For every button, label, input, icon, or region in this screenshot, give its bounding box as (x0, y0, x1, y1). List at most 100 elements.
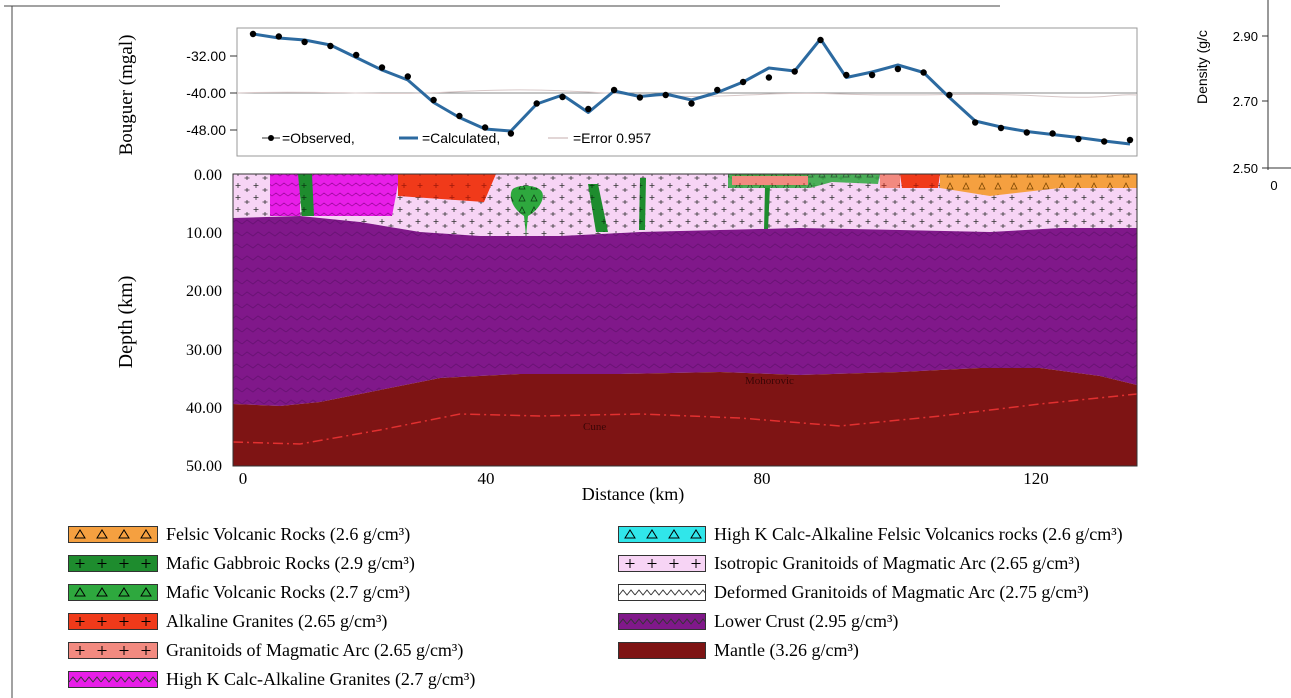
mafic-gabbro-body (639, 178, 646, 230)
legend-label: Mafic Gabbroic Rocks (2.9 g/cm³) (166, 553, 415, 573)
legend-label: Lower Crust (2.95 g/cm³) (714, 611, 899, 631)
legend-swatch (618, 584, 706, 601)
observed-point (972, 119, 979, 126)
observed-point (714, 86, 721, 94)
observed-legend-marker (268, 135, 274, 141)
lower-crust-body (233, 216, 1137, 406)
density-inset: 2.90 2.70 2.50 0 Density (g/c (1194, 0, 1291, 193)
observed-point (430, 96, 437, 104)
observed-point (843, 71, 850, 79)
legend-label: Granitoids of Magmatic Arc (2.65 g/cm³) (166, 640, 464, 660)
moho-dashed-line (232, 393, 1138, 445)
distance-xtick: 80 (754, 469, 771, 488)
legend-label: High K Calc-Alkaline Felsic Volcanics ro… (714, 524, 1123, 544)
observed-point (327, 42, 334, 50)
observed-point (997, 124, 1005, 132)
observed-point (249, 30, 257, 38)
observed-point (481, 124, 489, 131)
gravity-legend: =Observed, =Calculated, =Error 0.957 (262, 130, 651, 146)
gravity-plot-frame (236, 27, 1138, 157)
observed-point (817, 36, 824, 44)
observed-point (1075, 135, 1082, 143)
legend-label: Alkaline Granites (2.65 g/cm³) (166, 611, 388, 631)
gravity-ytick: -40.00 (186, 85, 226, 101)
distance-xtick: 40 (478, 469, 495, 488)
distance-xlabel: Distance (km) (582, 484, 684, 505)
legend-swatch (618, 555, 706, 572)
depth-ytick: 10.00 (186, 225, 222, 242)
legend-swatch (68, 671, 158, 688)
alkaline-granite-body (900, 174, 940, 188)
observed-point (533, 100, 540, 107)
legend-swatch (68, 613, 158, 630)
legend-label: Mantle (3.26 g/cm³) (714, 640, 859, 660)
observed-point (1023, 129, 1030, 136)
legend-error: =Error 0.957 (573, 130, 651, 146)
gravity-yaxis: -32.00 -40.00 -48.00 Bouguer (mgal) (116, 35, 237, 155)
gravity-ytick: -32.00 (186, 48, 226, 64)
observed-point (559, 93, 566, 101)
legend-label: Mafic Volcanic Rocks (2.7 g/cm³) (166, 582, 411, 602)
calculated-line (252, 32, 1131, 146)
observed-point (585, 105, 592, 113)
observed-point (275, 33, 282, 40)
observed-point (739, 78, 747, 86)
legend-swatch (618, 642, 706, 659)
section-yaxis: 0.00 10.00 20.00 30.00 40.00 50.00 Depth… (115, 167, 222, 475)
legend-swatch (618, 526, 706, 543)
distance-xtick: 0 (239, 469, 248, 488)
observed-point (868, 71, 876, 79)
observed-point (920, 69, 927, 76)
mafic-gabbro-body (298, 174, 314, 216)
observed-point (1049, 130, 1056, 137)
legend-swatch (68, 555, 158, 572)
legend-label: High K Calc-Alkaline Granites (2.7 g/cm³… (166, 669, 476, 689)
density-ytick: 2.90 (1233, 29, 1258, 44)
observed-point (404, 73, 411, 80)
high-k-granite-body (312, 174, 400, 216)
legend-swatch (68, 642, 158, 659)
depth-ytick: 40.00 (186, 400, 222, 417)
gravity-panel: -32.00 -40.00 -48.00 Bouguer (mgal) =Obs… (116, 27, 1138, 157)
observed-point (636, 94, 644, 101)
observed-point (507, 130, 515, 137)
density-ylabel: Density (g/c (1194, 30, 1210, 104)
section-panel: Mohorovic Cune 0.00 10.00 20.00 30.00 40… (115, 167, 1138, 505)
observed-point (688, 100, 695, 107)
mafic-volcanic-body (510, 185, 543, 236)
density-ytick: 2.50 (1233, 161, 1258, 176)
mantle-body (233, 368, 1137, 466)
observed-point (1101, 138, 1108, 145)
section-frame (232, 173, 1138, 467)
density-xtick: 0 (1270, 178, 1277, 193)
granitoid-arc-body (880, 174, 900, 188)
observed-point (610, 86, 618, 94)
distance-xtick: 120 (1023, 469, 1049, 488)
observed-point (791, 68, 798, 75)
legend-swatch (618, 613, 706, 630)
gravity-ytick: -48.00 (186, 122, 226, 138)
observed-point (301, 38, 308, 46)
observed-point (894, 65, 902, 73)
legend-label: Isotropic Granitoids of Magmatic Arc (2.… (714, 553, 1080, 573)
legend-label: Felsic Volcanic Rocks (2.6 g/cm³) (166, 524, 411, 544)
error-curve (236, 89, 1138, 98)
observed-point (1126, 136, 1134, 144)
section-xaxis: 0 40 80 120 Distance (km) (239, 469, 1049, 505)
legend-observed: =Observed, (282, 130, 355, 146)
felsic-volcanic-body (940, 174, 1137, 196)
gravity-series (249, 30, 1134, 146)
legend-swatch (68, 526, 158, 543)
depth-ytick: 0.00 (194, 167, 222, 184)
observed-point (946, 91, 953, 99)
depth-ylabel: Depth (km) (115, 276, 137, 369)
legend-label: Deformed Granitoids of Magmatic Arc (2.7… (714, 582, 1089, 602)
mafic-gabbro-body (588, 184, 608, 232)
observed-point (378, 64, 386, 71)
alkaline-granite-body (398, 174, 496, 202)
depth-ytick: 50.00 (186, 458, 222, 475)
observed-point (353, 51, 360, 59)
observed-point (456, 112, 463, 120)
granitoid-arc-body (732, 176, 808, 185)
